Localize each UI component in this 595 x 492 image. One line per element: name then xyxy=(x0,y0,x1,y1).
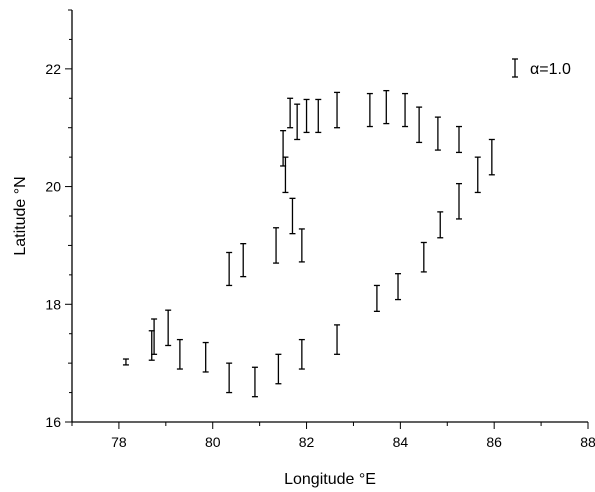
data-point xyxy=(289,197,296,235)
data-point xyxy=(488,138,495,176)
data-marks xyxy=(122,89,495,398)
data-point xyxy=(165,309,172,347)
data-point xyxy=(298,338,305,370)
axes: 78 80 82 84 86 88 16 18 20 22 xyxy=(45,9,595,450)
data-point xyxy=(251,366,258,398)
x-tick-label: 80 xyxy=(205,434,221,450)
data-point xyxy=(226,251,233,287)
data-point xyxy=(434,116,441,151)
x-tick-label: 84 xyxy=(393,434,409,450)
data-point xyxy=(294,103,301,141)
data-point xyxy=(202,341,209,373)
y-axis-title: Latitude °N xyxy=(12,176,29,255)
data-point xyxy=(303,98,310,134)
data-point xyxy=(151,318,158,355)
data-point xyxy=(275,353,282,385)
legend: α=1.0 xyxy=(512,58,571,78)
x-tick-label: 88 xyxy=(580,434,595,450)
x-tick-label: 78 xyxy=(111,434,127,450)
x-tick-label: 86 xyxy=(486,434,502,450)
data-point xyxy=(315,98,322,134)
data-point xyxy=(456,182,462,220)
data-point xyxy=(334,324,341,355)
data-point xyxy=(474,156,481,194)
data-point xyxy=(402,92,409,128)
x-tick-label: 82 xyxy=(299,434,315,450)
legend-marker xyxy=(512,58,518,78)
legend-label: α=1.0 xyxy=(530,61,571,78)
data-point xyxy=(456,125,462,154)
data-point xyxy=(395,273,402,301)
data-point xyxy=(437,211,444,239)
data-point xyxy=(373,284,380,312)
y-tick-label: 16 xyxy=(45,414,61,430)
data-point xyxy=(420,241,427,273)
data-point xyxy=(334,91,341,129)
data-point xyxy=(383,89,390,125)
data-point xyxy=(240,243,247,278)
data-point xyxy=(282,156,289,194)
data-point xyxy=(366,92,373,128)
data-point xyxy=(273,227,280,264)
data-point xyxy=(416,106,423,144)
data-point xyxy=(176,338,183,370)
y-tick-label: 22 xyxy=(45,61,61,77)
data-point xyxy=(226,362,233,394)
data-point xyxy=(287,97,294,129)
data-point xyxy=(298,228,305,263)
y-tick-label: 18 xyxy=(45,296,61,312)
x-axis-title: Longitude °E xyxy=(284,471,376,488)
data-point xyxy=(122,358,129,366)
y-tick-label: 20 xyxy=(45,179,61,195)
